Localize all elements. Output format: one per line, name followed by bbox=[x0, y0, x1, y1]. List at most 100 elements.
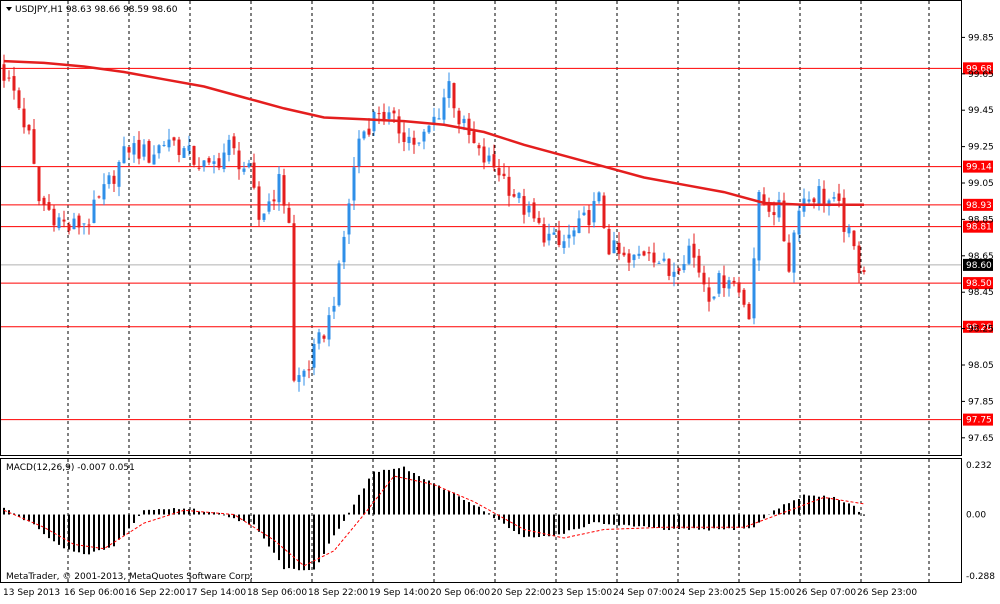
candle-body-down bbox=[587, 210, 591, 226]
collapse-triangle-icon[interactable] bbox=[6, 7, 12, 11]
candle-body-up bbox=[517, 192, 521, 199]
candle-body-down bbox=[112, 175, 116, 184]
x-tick-label: 16 Sep 22:00 bbox=[125, 588, 185, 598]
candle-body-up bbox=[717, 273, 721, 294]
candle-body-up bbox=[657, 262, 661, 264]
candle-body-down bbox=[207, 158, 211, 163]
candle-body-up bbox=[807, 199, 811, 202]
candle-body-up bbox=[827, 200, 831, 207]
candle-body-up bbox=[337, 263, 341, 306]
candle-body-up bbox=[632, 254, 636, 261]
x-tick-label: 19 Sep 14:00 bbox=[369, 588, 429, 598]
candle-body-down bbox=[647, 252, 651, 254]
moving-average-line bbox=[3, 59, 864, 207]
candle-body-down bbox=[692, 243, 696, 258]
candle-body-up bbox=[437, 118, 441, 120]
candle-body-down bbox=[492, 154, 496, 168]
candle-body-down bbox=[557, 230, 561, 246]
candle-body-up bbox=[612, 240, 616, 254]
macd-signal-line bbox=[3, 475, 865, 567]
y-tick-label: 97.65 bbox=[968, 434, 994, 444]
candle-body-up bbox=[302, 370, 306, 377]
macd-panel-frame bbox=[0, 458, 962, 583]
candle-body-down bbox=[702, 272, 706, 285]
candle-body-up bbox=[447, 81, 451, 99]
candle-body-up bbox=[372, 112, 376, 132]
y-tick-label: 98.65 bbox=[968, 252, 994, 262]
candle-body-down bbox=[857, 245, 861, 274]
candle-body-down bbox=[767, 203, 771, 212]
candle-body-up bbox=[277, 174, 281, 203]
candle-body-up bbox=[422, 131, 426, 142]
candle-body-up bbox=[187, 145, 191, 151]
candle-body-down bbox=[697, 255, 701, 273]
candle-body-up bbox=[92, 199, 96, 223]
candle-body-up bbox=[317, 332, 321, 344]
price-panel-frame bbox=[0, 0, 962, 456]
candle-body-down bbox=[742, 289, 746, 305]
x-tick-label: 25 Sep 15:00 bbox=[735, 588, 795, 598]
candle-body-up bbox=[327, 315, 331, 340]
y-tick-label: 99.45 bbox=[968, 106, 994, 116]
candle-body-down bbox=[522, 196, 526, 215]
candle-body-up bbox=[132, 143, 136, 155]
candle-body-down bbox=[282, 175, 286, 206]
candle-body-up bbox=[547, 233, 551, 241]
candle-body-up bbox=[432, 116, 436, 124]
candle-body-down bbox=[137, 139, 141, 159]
support-resistance-levels: 99.68 99.14 98.93 98.81 98.50 98.26 97.75 98.60 bbox=[1, 62, 993, 426]
candle-body-down bbox=[62, 219, 66, 222]
candle-body-down bbox=[322, 335, 326, 339]
macd-title: MACD(12,26,9) -0.007 0.051 bbox=[6, 463, 135, 473]
candle-body-up bbox=[107, 175, 111, 185]
candle-body-down bbox=[392, 110, 396, 114]
candle-body-down bbox=[722, 275, 726, 289]
x-tick-label: 13 Sep 2013 bbox=[3, 588, 60, 598]
candle-body-up bbox=[662, 258, 666, 261]
candle-body-up bbox=[362, 131, 366, 139]
macd-y-tick-label: -0.288 bbox=[966, 572, 995, 582]
macd-y-tick-label: 0.00 bbox=[966, 511, 986, 521]
candle-body-up bbox=[227, 139, 231, 156]
candle-body-down bbox=[77, 215, 81, 228]
candle-body-down bbox=[762, 194, 766, 205]
x-tick-label: 26 Sep 07:00 bbox=[796, 588, 856, 598]
candle-body-up bbox=[57, 217, 61, 229]
candle-body-up bbox=[102, 184, 106, 200]
candle-body-up bbox=[637, 253, 641, 256]
candle-body-down bbox=[532, 202, 536, 219]
candle-body-down bbox=[482, 146, 486, 163]
candle-body-down bbox=[457, 110, 461, 125]
candle-body-up bbox=[427, 125, 431, 133]
candle-body-up bbox=[122, 146, 126, 164]
candle-body-down bbox=[257, 186, 261, 220]
candle-body-down bbox=[22, 108, 26, 128]
candle-body-up bbox=[487, 155, 491, 162]
candle-body-down bbox=[367, 128, 371, 135]
candle-body-down bbox=[52, 208, 56, 226]
candle-body-down bbox=[47, 202, 51, 210]
y-tick-label: 98.05 bbox=[968, 361, 994, 371]
candle-body-down bbox=[402, 132, 406, 142]
candle-body-down bbox=[217, 158, 221, 168]
candle-body-down bbox=[287, 207, 291, 223]
candle-body-up bbox=[592, 201, 596, 223]
x-tick-label: 26 Sep 23:00 bbox=[857, 588, 917, 598]
candle-body-down bbox=[512, 194, 516, 197]
candle-body-down bbox=[677, 268, 681, 272]
candle-body-up bbox=[712, 296, 716, 299]
candle-body-up bbox=[582, 212, 586, 216]
candle-body-down bbox=[37, 166, 41, 202]
x-tick-label: 23 Sep 15:00 bbox=[552, 588, 612, 598]
candlestick-series bbox=[2, 54, 866, 392]
x-tick-label: 24 Sep 23:00 bbox=[674, 588, 734, 598]
candle-body-up bbox=[167, 139, 171, 148]
candle-body-up bbox=[792, 232, 796, 273]
candle-body-down bbox=[737, 282, 741, 293]
level-price-badge bbox=[963, 413, 993, 426]
price-panel-title: USDJPY,H1 98.63 98.66 98.59 98.60 bbox=[6, 5, 178, 15]
candle-body-down bbox=[627, 253, 631, 263]
candle-body-up bbox=[817, 186, 821, 205]
candle-body-up bbox=[262, 213, 266, 220]
